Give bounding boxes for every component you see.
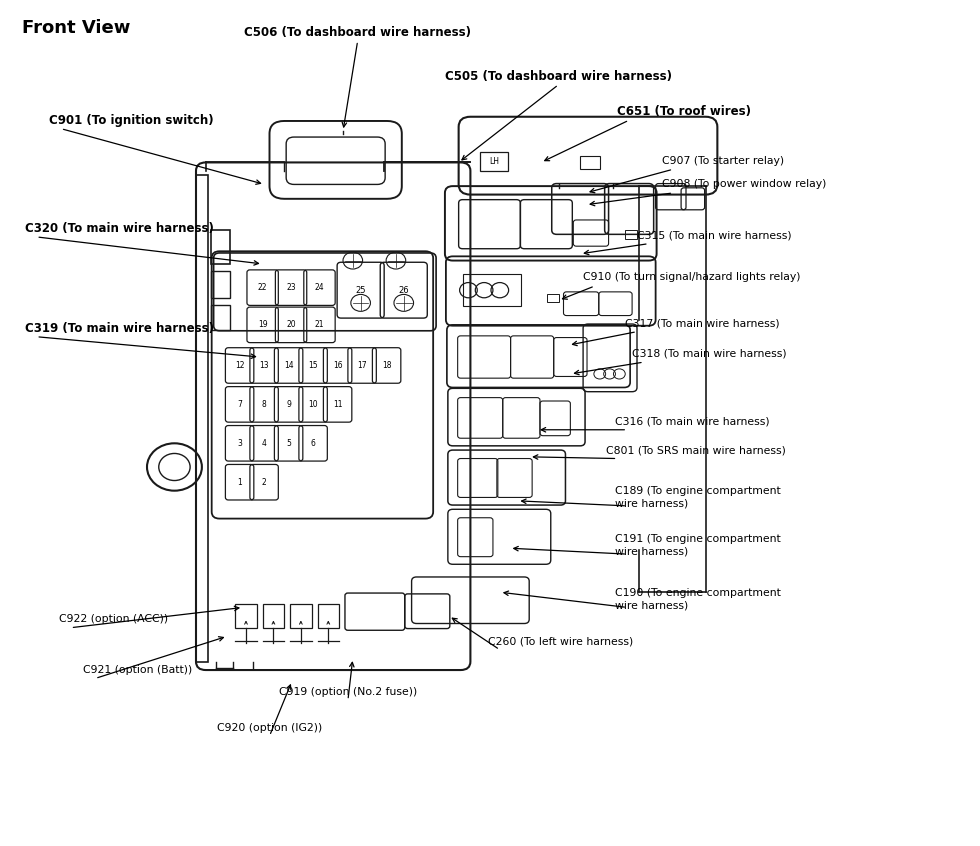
Text: C901 (To ignition switch): C901 (To ignition switch)	[49, 113, 214, 127]
Text: C316 (To main wire harness): C316 (To main wire harness)	[615, 416, 770, 426]
Text: 20: 20	[286, 321, 296, 329]
Text: 25: 25	[356, 286, 366, 294]
Bar	[263, 604, 284, 628]
Text: 12: 12	[235, 361, 244, 370]
Text: C317 (To main wire harness): C317 (To main wire harness)	[625, 318, 780, 328]
Text: C910 (To turn signal/hazard lights relay): C910 (To turn signal/hazard lights relay…	[583, 272, 801, 283]
Text: 4: 4	[262, 439, 267, 448]
Text: C315 (To main wire harness): C315 (To main wire harness)	[637, 230, 792, 240]
Text: C191 (To engine compartment
wire harness): C191 (To engine compartment wire harness…	[615, 535, 781, 557]
Text: 23: 23	[286, 283, 296, 292]
Text: 21: 21	[315, 321, 324, 329]
Text: C320 (To main wire harness): C320 (To main wire harness)	[24, 222, 214, 235]
Bar	[463, 274, 521, 306]
Text: C319 (To main wire harness): C319 (To main wire harness)	[24, 321, 214, 335]
Text: 15: 15	[309, 361, 318, 370]
Bar	[290, 604, 312, 628]
Text: 22: 22	[258, 283, 268, 292]
Text: C922 (option (ACC)): C922 (option (ACC))	[59, 614, 168, 624]
Text: C506 (To dashboard wire harness): C506 (To dashboard wire harness)	[244, 25, 471, 39]
Text: C505 (To dashboard wire harness): C505 (To dashboard wire harness)	[445, 69, 672, 83]
Text: 6: 6	[311, 439, 316, 448]
Text: 19: 19	[258, 321, 268, 329]
Bar	[580, 156, 600, 169]
Text: C651 (To roof wires): C651 (To roof wires)	[617, 105, 752, 118]
Text: C920 (option (IG2)): C920 (option (IG2))	[217, 722, 322, 733]
Text: 18: 18	[382, 361, 391, 370]
Bar	[211, 230, 230, 264]
Bar	[547, 294, 559, 302]
Text: 2: 2	[262, 478, 267, 486]
Text: C908 (To power window relay): C908 (To power window relay)	[662, 179, 826, 190]
Text: 16: 16	[333, 361, 342, 370]
Bar	[196, 175, 208, 662]
Text: C190 (To engine compartment
wire harness): C190 (To engine compartment wire harness…	[615, 588, 781, 610]
Text: C919 (option (No.2 fuse)): C919 (option (No.2 fuse))	[278, 687, 417, 697]
Text: C318 (To main wire harness): C318 (To main wire harness)	[632, 349, 787, 359]
Text: 7: 7	[237, 400, 242, 409]
Text: 14: 14	[284, 361, 293, 370]
Text: C801 (To SRS main wire harness): C801 (To SRS main wire harness)	[606, 445, 786, 455]
Text: 1: 1	[237, 478, 242, 486]
Bar	[235, 604, 257, 628]
Text: 11: 11	[333, 400, 342, 409]
Text: 13: 13	[260, 361, 269, 370]
Text: 26: 26	[399, 286, 409, 294]
Text: C189 (To engine compartment
wire harness): C189 (To engine compartment wire harness…	[615, 486, 781, 508]
Text: 8: 8	[262, 400, 267, 409]
Text: C907 (To starter relay): C907 (To starter relay)	[662, 156, 784, 166]
Text: 3: 3	[237, 439, 242, 448]
Text: 9: 9	[286, 400, 291, 409]
Text: 24: 24	[315, 283, 324, 292]
Text: LH: LH	[489, 157, 499, 166]
Bar	[480, 152, 508, 171]
Text: 17: 17	[358, 361, 367, 370]
Bar	[625, 230, 637, 239]
Text: C921 (option (Batt)): C921 (option (Batt))	[83, 665, 192, 675]
Bar	[211, 271, 230, 298]
Text: 10: 10	[309, 400, 318, 409]
Bar	[318, 604, 339, 628]
Text: C260 (To left wire harness): C260 (To left wire harness)	[488, 636, 633, 646]
Bar	[211, 305, 230, 330]
Text: 5: 5	[286, 439, 291, 448]
Text: Front View: Front View	[22, 19, 130, 36]
